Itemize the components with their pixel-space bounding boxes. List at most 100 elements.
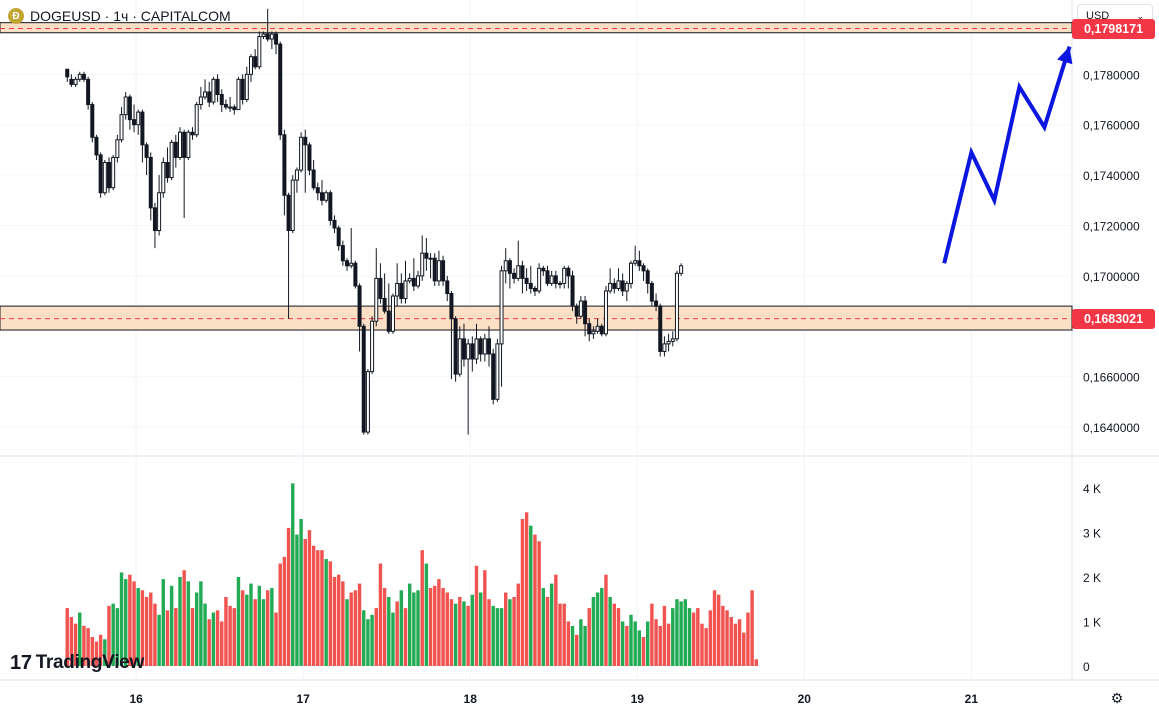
volume-bar bbox=[349, 592, 353, 666]
candle-body bbox=[578, 300, 583, 317]
candle bbox=[629, 260, 634, 289]
volume-bar bbox=[311, 545, 316, 666]
candle bbox=[152, 202, 157, 249]
candle-body bbox=[278, 43, 283, 136]
candle bbox=[520, 260, 525, 294]
candle-body bbox=[136, 111, 141, 126]
candle bbox=[478, 336, 483, 362]
candle bbox=[290, 175, 295, 234]
candle-body bbox=[499, 270, 504, 345]
candle bbox=[315, 182, 320, 201]
candle bbox=[537, 263, 542, 294]
volume-bar bbox=[737, 619, 742, 666]
candle bbox=[528, 265, 533, 294]
volume-bar bbox=[671, 608, 675, 666]
volume-bar bbox=[182, 570, 186, 666]
candle bbox=[587, 318, 592, 342]
candle bbox=[127, 94, 132, 130]
candle-body bbox=[274, 33, 279, 45]
candle bbox=[102, 159, 107, 196]
candle bbox=[386, 283, 391, 334]
candle-body bbox=[512, 272, 517, 279]
candle-body bbox=[257, 36, 262, 68]
candle-body bbox=[161, 161, 166, 194]
candle bbox=[453, 316, 458, 382]
symbol-header[interactable]: Ð DOGEUSD · 1ч · CAPITALCOM bbox=[0, 0, 231, 32]
volume-bar bbox=[274, 612, 278, 666]
volume-bar bbox=[445, 592, 449, 666]
volume-bar bbox=[320, 550, 324, 666]
volume-bar bbox=[391, 612, 395, 666]
volume-bar bbox=[199, 581, 203, 666]
volume-bar bbox=[675, 599, 679, 666]
volume-bar bbox=[725, 610, 729, 666]
volume-bar bbox=[616, 608, 621, 666]
volume-bar bbox=[704, 628, 708, 666]
candle bbox=[169, 139, 174, 181]
candle-body bbox=[303, 136, 308, 146]
candle-body bbox=[474, 338, 479, 360]
volume-bar bbox=[165, 610, 170, 666]
volume-bar bbox=[115, 608, 120, 666]
candle bbox=[177, 127, 182, 160]
candle-body bbox=[574, 305, 579, 317]
candle bbox=[403, 260, 408, 304]
volume-bar bbox=[520, 519, 525, 666]
volume-bar bbox=[529, 525, 533, 666]
volume-bar bbox=[123, 579, 128, 666]
candle-body bbox=[165, 161, 170, 179]
volume-bar bbox=[654, 619, 658, 666]
candle bbox=[365, 369, 370, 435]
candle-body bbox=[157, 192, 162, 232]
tradingview-logo[interactable]: 17 TradingView bbox=[10, 651, 144, 675]
candle-body bbox=[203, 91, 208, 98]
dogecoin-icon: Ð bbox=[8, 8, 24, 24]
volume-bar bbox=[746, 612, 750, 666]
volume-bar bbox=[332, 576, 337, 666]
volume-bar bbox=[194, 592, 199, 666]
candle-body bbox=[378, 277, 383, 300]
candle-body bbox=[294, 169, 299, 181]
candle-body bbox=[90, 104, 95, 138]
candle-body bbox=[407, 277, 412, 282]
volume-bar bbox=[291, 483, 295, 666]
volume-tick-label: 2 K bbox=[1083, 571, 1101, 585]
candle bbox=[244, 66, 249, 103]
volume-bar bbox=[395, 601, 399, 666]
candle bbox=[311, 159, 316, 191]
volume-bar bbox=[558, 603, 562, 666]
volume-bar bbox=[253, 599, 257, 666]
candle bbox=[303, 129, 308, 193]
candle bbox=[411, 258, 416, 291]
time-tick-label: 19 bbox=[631, 692, 645, 706]
volume-bar bbox=[190, 608, 195, 666]
volume-bar bbox=[524, 512, 529, 666]
candle-body bbox=[411, 277, 416, 287]
candle bbox=[620, 273, 625, 297]
volume-bar bbox=[107, 605, 111, 666]
candle-body bbox=[583, 300, 588, 325]
candle-body bbox=[357, 285, 362, 327]
volume-bar bbox=[353, 590, 358, 666]
candle-body bbox=[424, 252, 429, 259]
candle-body bbox=[386, 310, 391, 332]
volume-bar bbox=[453, 603, 458, 666]
candle-body bbox=[420, 252, 425, 277]
candle bbox=[616, 268, 621, 291]
volume-bar bbox=[641, 637, 646, 666]
candle-body bbox=[152, 207, 157, 232]
candle bbox=[654, 293, 659, 312]
candle-body bbox=[115, 139, 120, 158]
candle bbox=[424, 238, 429, 271]
volume-bar bbox=[591, 596, 596, 666]
candle-body bbox=[119, 114, 124, 141]
settings-icon[interactable]: ⚙ bbox=[1110, 690, 1124, 706]
candle-body bbox=[365, 371, 370, 433]
candle-body bbox=[111, 156, 116, 189]
candle bbox=[603, 285, 608, 337]
candle-body bbox=[436, 260, 441, 282]
volume-bar bbox=[270, 588, 274, 666]
candle-body bbox=[612, 282, 617, 289]
volume-bar bbox=[449, 599, 454, 666]
